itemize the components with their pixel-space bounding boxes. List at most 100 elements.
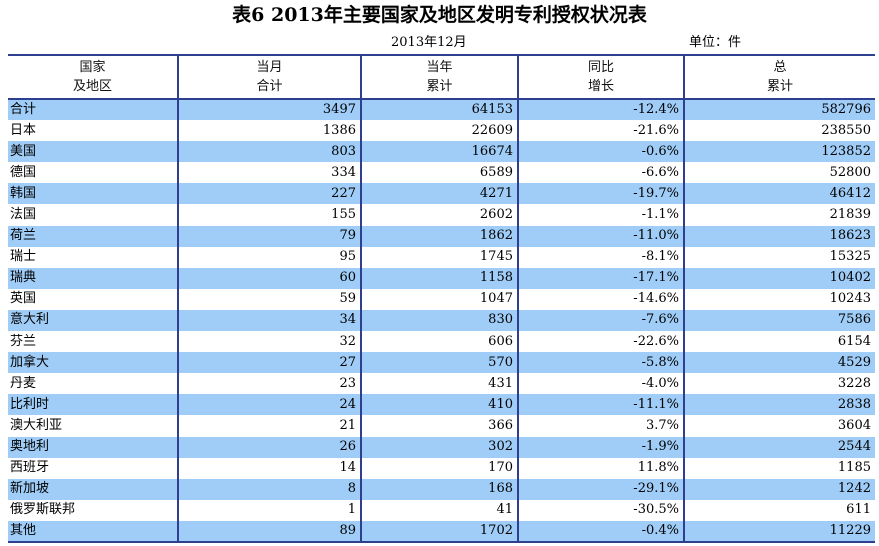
cell-year: 830	[360, 309, 518, 332]
cell-month: 14	[177, 457, 361, 479]
cell-region: 德国	[10, 164, 37, 180]
cell-total: 238550	[683, 120, 875, 142]
table-row: 日本 1386 22609 -21.6% 238550	[8, 120, 875, 142]
table-row: 瑞士 95 1745 -8.1% 15325	[8, 246, 875, 268]
table-row: 法国 155 2602 -1.1% 21839	[8, 204, 875, 226]
cell-growth: -12.4%	[517, 97, 684, 121]
table-row: 荷兰 79 1862 -11.0% 18623	[8, 225, 875, 247]
table-row: 丹麦 23 431 -4.0% 3228	[8, 373, 875, 395]
cell-region: 合计	[8, 97, 178, 121]
cell-year: 1047	[360, 288, 518, 310]
cell-total: 11229	[683, 520, 875, 542]
cell-region: 法国	[10, 207, 37, 223]
cell-growth: -11.1%	[517, 394, 684, 416]
cell-month: 24	[177, 394, 361, 416]
cell-total: 611	[683, 499, 875, 521]
page-title: 表6 2013年主要国家及地区发明专利授权状况表	[232, 4, 647, 26]
cell-year: 170	[360, 457, 518, 479]
cell-total: 52800	[683, 162, 875, 184]
cell-region: 西班牙	[10, 460, 50, 476]
cell-year: 6589	[360, 162, 518, 184]
cell-total: 3228	[683, 373, 875, 395]
header-line: 总	[773, 60, 787, 75]
cell-total: 46412	[683, 183, 875, 205]
cell-month: 79	[177, 225, 361, 247]
cell-growth: -21.6%	[517, 120, 684, 142]
cell-growth: -0.6%	[517, 141, 684, 163]
cell-region: 芬兰	[10, 333, 37, 349]
cell-year: 1158	[360, 267, 518, 289]
cell-month: 8	[177, 478, 361, 500]
header-line: 增长	[587, 79, 614, 94]
cell-year: 302	[360, 436, 518, 458]
cell-total: 4529	[683, 352, 875, 374]
patent-table: 国家 及地区 当月 合计 当年 累计 同比 增长 总累计 合计 3497 64153 -12.…	[8, 54, 875, 543]
cell-year: 606	[360, 331, 518, 353]
table-body: 合计 3497 64153 -12.4% 582796 日本 1386 22609 -21.6%…	[8, 97, 875, 542]
cell-year: 570	[360, 352, 518, 374]
header-total: 总累计	[683, 55, 875, 99]
cell-region: 丹麦	[10, 375, 37, 391]
cell-region: 瑞典	[8, 267, 178, 289]
cell-month: 59	[177, 288, 361, 310]
unit-label: 单位：件	[689, 35, 742, 50]
cell-region: 日本	[10, 122, 37, 138]
cell-growth: -30.5%	[517, 499, 684, 521]
header-growth: 同比 增长	[517, 55, 684, 99]
cell-region: 瑞士	[10, 249, 37, 265]
cell-region: 其他	[8, 520, 178, 542]
cell-year: 16674	[360, 141, 518, 163]
cell-month: 227	[177, 183, 361, 205]
cell-year: 366	[360, 415, 518, 437]
cell-total: 18623	[683, 225, 875, 247]
table-header: 国家 及地区 当月 合计 当年 累计 同比 增长 总累计	[8, 55, 875, 99]
cell-month: 89	[177, 520, 361, 542]
cell-region: 荷兰	[8, 225, 178, 247]
cell-total: 123852	[683, 141, 875, 163]
cell-month: 27	[177, 352, 361, 374]
header-line: 及地区	[72, 79, 112, 94]
cell-region: 澳大利亚	[10, 417, 63, 433]
header-line: 国家	[79, 60, 106, 75]
table-row: 奥地利 26 302 -1.9% 2544	[8, 436, 875, 458]
cell-region: 意大利	[8, 309, 178, 332]
table-row: 加拿大 27 570 -5.8% 4529	[8, 352, 875, 374]
cell-month: 155	[177, 204, 361, 226]
cell-growth: 11.8%	[517, 457, 684, 479]
cell-total: 582796	[683, 97, 875, 121]
cell-year: 22609	[360, 120, 518, 142]
header-line: 累计	[426, 79, 453, 94]
table-row: 美国 803 16674 -0.6% 123852	[8, 141, 875, 163]
cell-month: 1386	[177, 120, 361, 142]
cell-month: 34	[177, 309, 361, 332]
cell-year: 1862	[360, 225, 518, 247]
cell-month: 334	[177, 162, 361, 184]
cell-region: 俄罗斯联邦	[10, 502, 76, 518]
cell-year: 64153	[360, 97, 518, 121]
cell-growth: 3.7%	[517, 415, 684, 437]
header-line: 累计	[766, 79, 793, 94]
cell-year: 2602	[360, 204, 518, 226]
cell-growth: -4.0%	[517, 373, 684, 395]
table-row: 韩国 227 4271 -19.7% 46412	[8, 183, 875, 205]
cell-total: 15325	[683, 246, 875, 268]
table-row: 德国 334 6589 -6.6% 52800	[8, 162, 875, 184]
cell-year: 41	[360, 499, 518, 521]
cell-total: 2838	[683, 394, 875, 416]
cell-total: 7586	[683, 309, 875, 332]
header-line: 同比	[587, 60, 614, 75]
table-row: 合计 3497 64153 -12.4% 582796	[8, 97, 875, 121]
cell-region: 韩国	[8, 183, 178, 205]
cell-month: 32	[177, 331, 361, 353]
header-month: 当月 合计	[177, 55, 361, 99]
cell-total: 10402	[683, 267, 875, 289]
cell-month: 23	[177, 373, 361, 395]
cell-total: 21839	[683, 204, 875, 226]
cell-region: 比利时	[8, 394, 178, 416]
header-line: 合计	[256, 79, 283, 94]
cell-growth: -11.0%	[517, 225, 684, 247]
cell-growth: -29.1%	[517, 478, 684, 500]
cell-growth: -0.4%	[517, 520, 684, 542]
cell-growth: -22.6%	[517, 331, 684, 353]
cell-growth: -7.6%	[517, 309, 684, 332]
